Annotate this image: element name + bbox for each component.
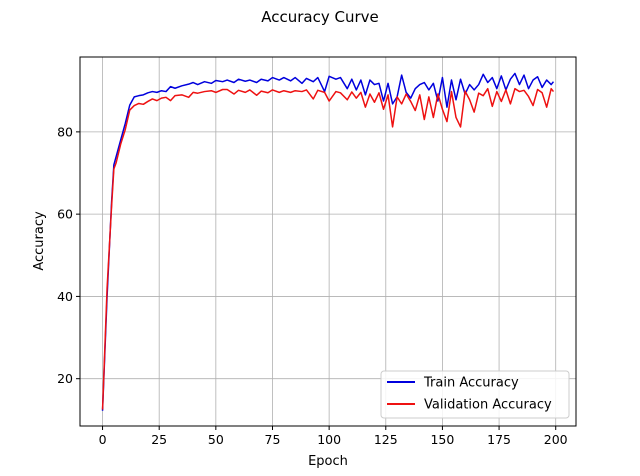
plot-lines [101, 72, 555, 411]
y-tick-label: 60 [57, 207, 73, 222]
legend-label-train: Train Accuracy [423, 376, 519, 391]
x-tick-label: 25 [151, 432, 167, 447]
series-line-train [101, 72, 555, 411]
x-tick-label: 100 [317, 432, 341, 447]
legend-box [380, 370, 570, 419]
x-tick-label: 175 [487, 432, 511, 447]
x-tick-label: 125 [374, 432, 398, 447]
x-tick-label: 150 [430, 432, 454, 447]
y-axis-label: Accuracy [32, 211, 47, 271]
axis-ticks: 0 25 50 75 100 125 150 175 200 20 40 60 80 [57, 124, 568, 447]
plot-frame [79, 56, 577, 427]
series-line-validation [101, 87, 555, 410]
y-tick-label: 80 [57, 124, 73, 139]
legend: Train Accuracy Validation Accuracy [380, 370, 570, 419]
x-tick-label: 75 [265, 432, 281, 447]
chart-title: Accuracy Curve [261, 8, 379, 26]
x-tick-label: 50 [208, 432, 224, 447]
y-tick-label: 20 [57, 371, 73, 386]
x-axis-label: Epoch [308, 454, 348, 469]
legend-label-validation: Validation Accuracy [424, 398, 552, 413]
x-tick-label: 0 [99, 432, 107, 447]
y-tick-label: 40 [57, 289, 73, 304]
x-tick-label: 200 [544, 432, 568, 447]
